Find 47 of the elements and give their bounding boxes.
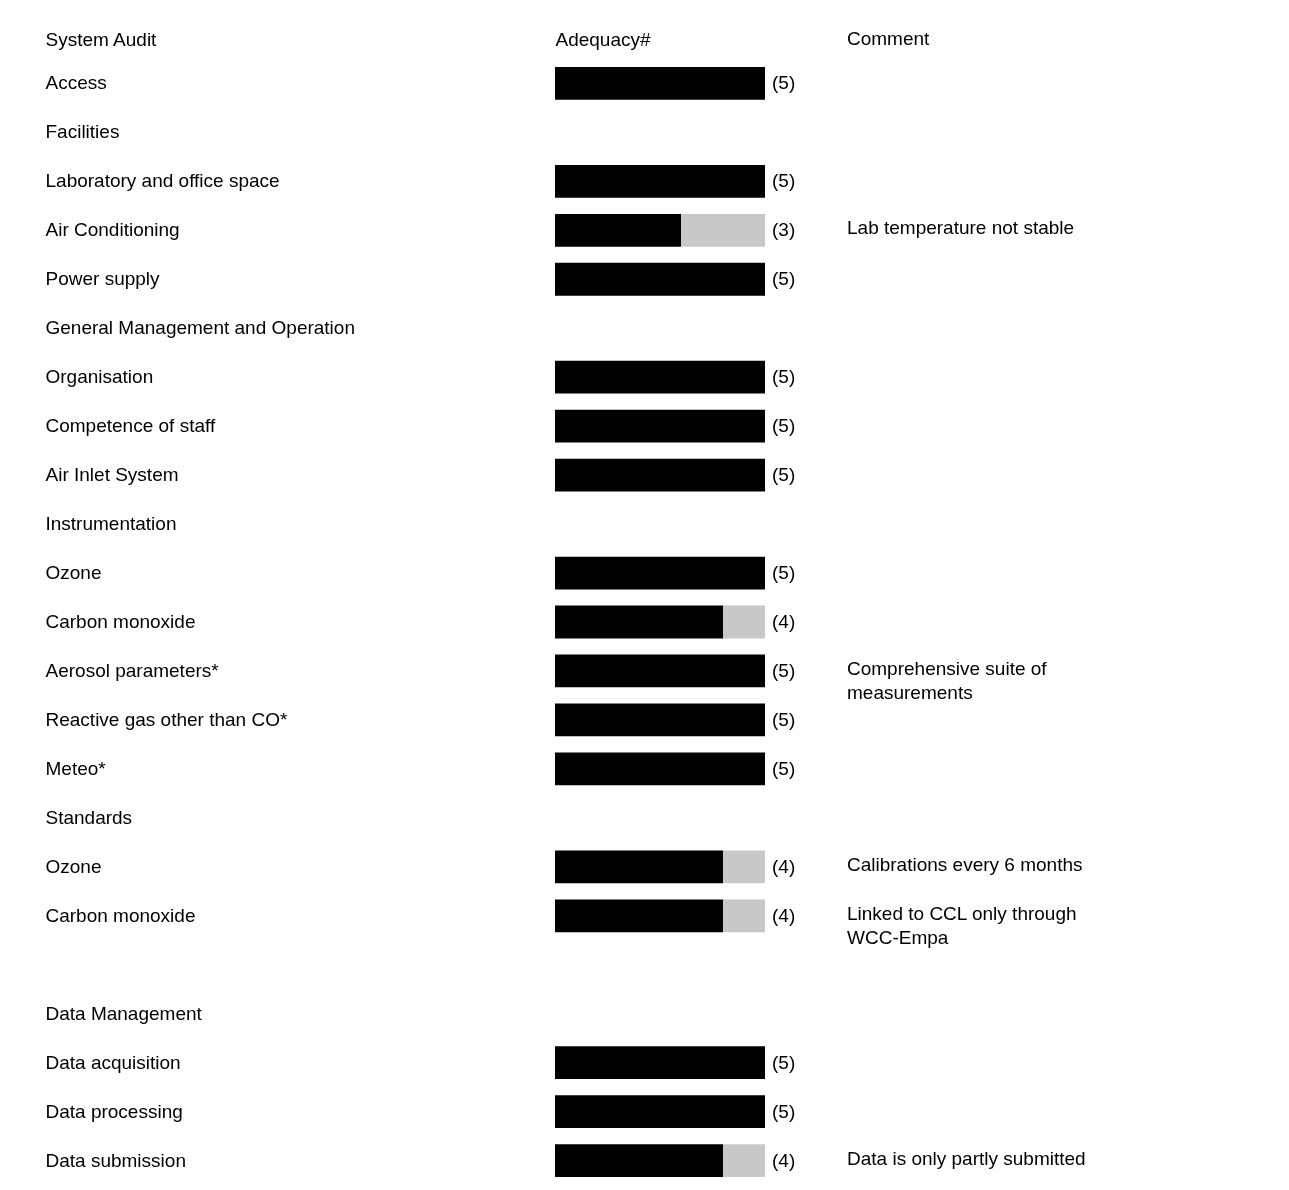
y-tick-label: Access	[45, 72, 107, 94]
y-tick-label: Ozone	[45, 562, 102, 584]
y-tick-label: Meteo*	[45, 757, 107, 779]
y-tick-label: Carbon monoxide	[45, 611, 196, 632]
y2-tick-label: Calibrations every 6 months	[847, 853, 1083, 875]
y2-axis-title: Comment	[847, 28, 931, 49]
text: (5)	[772, 268, 796, 290]
text: (4)	[772, 904, 796, 926]
y-tick-label: Standards	[45, 806, 133, 828]
y-tick-label: Reactive gas other than CO*	[45, 708, 288, 730]
y-tick-label: Instrumentation	[45, 513, 177, 535]
y-tick-label: Competence of staff	[45, 415, 216, 437]
text: (5)	[772, 757, 796, 779]
text: (5)	[772, 415, 796, 437]
text: (5)	[772, 464, 796, 486]
text: (4)	[772, 855, 796, 877]
y2-tick-label: Linked to CCL only through WCC-Empa	[847, 902, 1077, 948]
text: (5)	[772, 366, 796, 388]
text: (4)	[772, 1149, 796, 1171]
y-tick-label: Power supply	[45, 268, 161, 290]
text: (5)	[772, 72, 796, 94]
y-tick-label: Carbon monoxide	[45, 904, 196, 926]
y-tick-label: Organisation	[45, 366, 154, 388]
y2-tick-label: Data is only partly submitted	[847, 1147, 1086, 1169]
y-tick-label: Data Management	[45, 1002, 203, 1024]
text: (5)	[772, 1051, 796, 1073]
text: (5)	[772, 659, 796, 681]
y-axis-title: System Audit	[45, 28, 158, 50]
y-tick-label: Aerosol parameters*	[45, 659, 220, 681]
y-tick-label: Air Conditioning	[45, 219, 180, 241]
text: (5)	[772, 1100, 796, 1122]
y-tick-label: Air Inlet System	[45, 464, 179, 486]
y2-tick-label: Lab temperature not stable	[847, 217, 1075, 239]
text: (3)	[772, 219, 796, 241]
y-tick-label: General Management and Operation	[45, 317, 355, 339]
y-tick-label: Facilities	[45, 121, 120, 143]
y-tick-label: Ozone	[45, 855, 102, 877]
y-tick-label: Data submission	[45, 1149, 186, 1171]
y-tick-label: Laboratory and office space	[45, 170, 280, 192]
y-tick-label: Data acquisition	[45, 1051, 181, 1073]
text: (5)	[772, 562, 796, 584]
y-tick-label: Data processing	[45, 1100, 183, 1122]
y2-tick-label: Comprehensive suite of measurements	[847, 657, 1048, 703]
text: (4)	[772, 611, 796, 632]
text: (5)	[772, 170, 796, 192]
x-axis-title: Adequacy#	[555, 28, 652, 50]
text: (5)	[772, 708, 796, 730]
